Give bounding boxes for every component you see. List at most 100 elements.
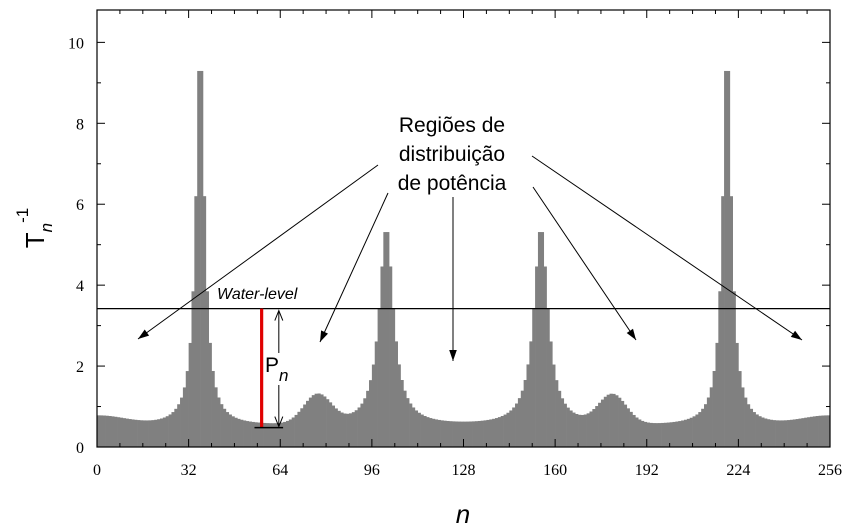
bar (237, 418, 241, 447)
bar (701, 408, 705, 447)
bar (142, 420, 147, 447)
bar (649, 422, 653, 447)
bar (600, 399, 605, 447)
bar (369, 380, 373, 447)
bar (125, 418, 129, 447)
x-tick-label: 64 (272, 462, 288, 479)
bar (171, 412, 175, 447)
bar (580, 414, 585, 447)
bar (280, 422, 284, 447)
x-tick-label: 96 (364, 462, 380, 479)
bar (583, 414, 587, 447)
bar (323, 396, 327, 447)
y-axis-label: Tn -1 (13, 208, 56, 248)
bar (122, 418, 126, 447)
y-tick-label: 0 (76, 440, 84, 457)
bar (724, 70, 728, 447)
bar (291, 417, 295, 447)
bar (775, 420, 779, 447)
bar (681, 420, 685, 447)
bar (500, 415, 504, 447)
x-tick-label: 0 (93, 462, 101, 479)
bar (503, 414, 507, 447)
bar (383, 232, 387, 447)
y-tick-label: 2 (76, 359, 84, 376)
bar (283, 421, 287, 447)
pn-label-sub: n (279, 366, 288, 385)
bar (188, 342, 192, 447)
bar (618, 397, 622, 447)
bar (695, 414, 699, 447)
bar (182, 387, 187, 447)
x-axis-label: n (456, 499, 470, 529)
bar (202, 196, 207, 447)
y-tick-labels: 0 2 4 6 8 10 (68, 35, 84, 457)
bar (294, 414, 298, 447)
bar (735, 342, 739, 447)
bar (389, 266, 393, 447)
bar (726, 70, 731, 448)
bar (721, 196, 725, 447)
bar (397, 364, 401, 447)
bar (675, 421, 679, 447)
axis-ticks (96, 10, 831, 448)
bar (380, 266, 384, 447)
bar (815, 416, 819, 447)
bar (288, 419, 293, 447)
bar (658, 423, 662, 447)
region-arrow-1-head (138, 329, 150, 339)
bar (586, 413, 590, 447)
bar (552, 364, 556, 447)
bar (784, 420, 788, 447)
annotation-line-3: de potência (398, 172, 507, 195)
bar (546, 308, 550, 447)
bar (767, 419, 771, 447)
bar (575, 413, 579, 447)
bar (606, 394, 610, 447)
bar (366, 390, 370, 447)
svg-text:Tn-1: Tn -1 (13, 208, 56, 248)
region-arrow-4-line (532, 186, 637, 341)
bar (111, 416, 115, 447)
bar (787, 420, 791, 447)
bar (297, 411, 301, 447)
bar (308, 397, 313, 447)
x-tick-label: 256 (818, 462, 842, 479)
bar (391, 308, 396, 447)
bar (512, 407, 516, 447)
bar (306, 400, 310, 447)
region-arrow-2-line (319, 192, 389, 343)
bar (317, 393, 321, 447)
bar (472, 421, 476, 447)
bar (746, 404, 751, 447)
bar (214, 387, 218, 447)
bar (457, 421, 461, 447)
bar (222, 408, 227, 447)
bar (824, 415, 828, 447)
bar (437, 419, 441, 447)
bar (620, 400, 625, 447)
bar (406, 398, 410, 447)
bar (348, 413, 353, 447)
bar (285, 420, 290, 447)
bar (314, 393, 318, 447)
bar (440, 420, 444, 447)
bar (535, 266, 539, 447)
bar (589, 411, 593, 447)
bar (180, 397, 184, 447)
bar (764, 418, 768, 447)
bar (732, 291, 736, 447)
region-arrow-3-head (449, 350, 457, 361)
y-axis-label-main: T (20, 232, 50, 248)
bar (220, 404, 224, 447)
bar (191, 291, 195, 447)
bar (678, 421, 682, 447)
bar (643, 421, 648, 447)
bar (263, 422, 267, 447)
bar (257, 422, 261, 447)
bar (469, 421, 473, 447)
bar (603, 396, 608, 447)
bar (251, 421, 255, 447)
bar (200, 70, 204, 447)
bar (686, 418, 691, 447)
